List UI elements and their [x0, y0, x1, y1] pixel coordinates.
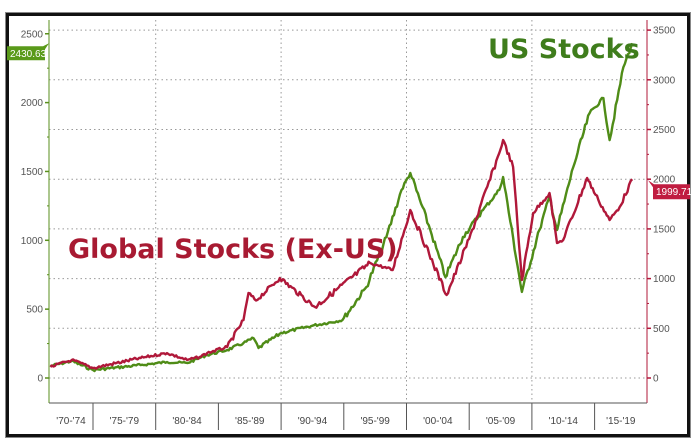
left-tick-label: 2000 [21, 98, 44, 109]
x-tick-label: '10-'14 [549, 416, 579, 427]
series-lines [49, 42, 634, 373]
axes: 0 500 1000 1500 2000 2500 0 500 1000 1500 2000 2500… [21, 20, 676, 430]
right-tick-label: 2000 [653, 175, 676, 186]
left-tick-label: 1000 [21, 236, 44, 247]
x-tick-label: '70-'74 [56, 416, 86, 427]
chart-frame [6, 13, 690, 437]
x-tick-label: '00-'04 [423, 416, 453, 427]
right-tick-label: 3500 [653, 26, 676, 37]
right-tick-label: 500 [653, 324, 670, 335]
us-last-value-badge [7, 43, 49, 61]
right-tick-label: 1500 [653, 224, 676, 235]
global-stocks-label: Global Stocks (Ex-US) [68, 234, 398, 265]
x-tick-label: '05-'09 [486, 416, 516, 427]
us-stocks-line [50, 42, 634, 373]
x-tick-label: '15-'19 [606, 416, 636, 427]
us-last-value: 2430.63 [10, 49, 47, 60]
right-tick-label: 2500 [653, 125, 676, 136]
right-tick-label: 3000 [653, 75, 676, 86]
right-tick-label: 1000 [653, 274, 676, 285]
left-tick-label: 0 [37, 374, 43, 385]
left-tick-label: 500 [26, 305, 43, 316]
grid [49, 20, 647, 403]
x-tick-label: '85-'89 [235, 416, 265, 427]
right-tick-label: 0 [653, 374, 659, 385]
left-tick-label: 1500 [21, 167, 44, 178]
value-badges: 2430.63 1999.71 [7, 43, 693, 200]
global-last-value: 1999.71 [656, 187, 693, 198]
x-tick-label: '90-'94 [298, 416, 328, 427]
us-stocks-label: US Stocks [488, 34, 640, 65]
x-tick-label: '75-'79 [110, 416, 140, 427]
left-tick-label: 2500 [21, 29, 44, 40]
global-last-value-badge [648, 180, 690, 200]
x-tick-label: '80-'84 [172, 416, 202, 427]
global-stocks-line [49, 138, 634, 370]
x-tick-label: '95-'99 [360, 416, 390, 427]
annotations: US Stocks Global Stocks (Ex-US) [68, 34, 640, 265]
